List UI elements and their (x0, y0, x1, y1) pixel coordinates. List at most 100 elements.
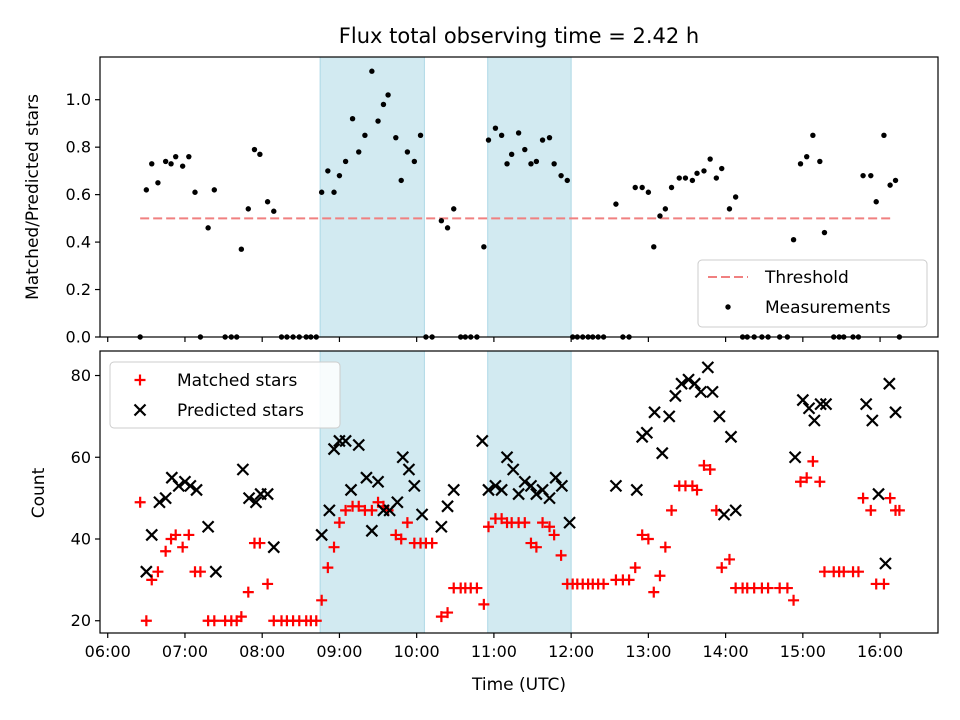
measurement-point (790, 237, 797, 243)
predicted-star-point (701, 361, 715, 374)
top-shaded-intervals (319, 56, 572, 338)
measurement-point (143, 187, 150, 193)
matched-star-point (328, 541, 340, 553)
top-y-tick-label: 1.0 (66, 90, 91, 109)
measurement-point (508, 151, 515, 157)
measurement-point (398, 177, 404, 184)
top-legend-box (697, 259, 928, 328)
bottom-x-tick-label: 12:00 (548, 642, 594, 661)
matched-star-point (659, 541, 671, 553)
predicted-star-point (713, 410, 726, 423)
matched-star-point (698, 459, 710, 471)
matched-star-point (548, 529, 560, 541)
matched-star-point (781, 582, 793, 594)
predicted-star-point (344, 483, 358, 497)
top-shade-band-1 (487, 56, 572, 338)
matched-star-point (807, 455, 819, 467)
predicted-star-point (489, 479, 502, 493)
matched-star-point (555, 549, 567, 561)
measurement-point (881, 132, 887, 139)
measurement-point (682, 175, 689, 181)
bottom-y-axis-label: Count (29, 467, 49, 518)
predicted-star-point (866, 414, 879, 427)
predicted-star-point (242, 491, 256, 505)
matched-star-point (857, 492, 869, 504)
predicted-star-point (249, 495, 263, 509)
predicted-star-point (261, 487, 274, 501)
measurement-point (804, 153, 810, 160)
predicted-star-point (391, 495, 404, 509)
predicted-star-point (435, 520, 448, 534)
legend-measurements-label: Measurements (765, 298, 891, 318)
measurement-point (342, 158, 349, 165)
predicted-star-point (447, 483, 461, 497)
measurement-point (245, 206, 251, 212)
matched-star-point (544, 521, 556, 533)
predicted-star-point (476, 434, 489, 448)
matched-star-point (170, 529, 182, 541)
predicted-star-point (889, 406, 902, 419)
predicted-star-point (543, 491, 556, 505)
matched-star-point (636, 529, 648, 541)
matched-star-point (395, 533, 407, 545)
top-y-tick-label: 0.2 (66, 280, 91, 299)
bottom-x-tick-label: 14:00 (703, 642, 749, 661)
measurement-point (375, 118, 381, 124)
bottom-panel: 20 40 60 80 06:00 07:00 08:00 09:00 10:00 11:00 12… (29, 350, 939, 695)
measurement-point (522, 146, 528, 153)
matched-star-point (788, 594, 800, 606)
predicted-star-point (236, 463, 250, 476)
matched-star-point (340, 504, 352, 516)
predicted-star-point (555, 479, 569, 493)
measurement-point (257, 151, 263, 157)
measurement-point (192, 189, 198, 195)
predicted-star-point (724, 430, 738, 444)
measurement-point (498, 132, 505, 139)
measurement-point (701, 168, 707, 174)
matched-star-point (623, 574, 635, 586)
measurement-point (868, 172, 874, 179)
matched-star-point (716, 562, 728, 574)
measurement-point (211, 187, 218, 193)
predicted-star-point (371, 475, 385, 489)
bottom-x-tick-label: 09:00 (316, 642, 362, 661)
bottom-x-tick-label: 10:00 (394, 642, 440, 661)
predicted-star-point (201, 520, 215, 534)
matched-star-point (310, 615, 322, 627)
matched-star-point (262, 578, 274, 590)
measurement-point (657, 213, 663, 219)
measurement-point (558, 172, 564, 179)
measurement-point (172, 153, 179, 160)
predicted-star-point (879, 557, 892, 570)
measurement-point (821, 229, 828, 236)
measurement-point (713, 175, 720, 181)
matched-star-point (183, 529, 195, 541)
matched-star-point (795, 476, 807, 488)
predicted-star-point (352, 438, 366, 452)
predicted-star-point (524, 479, 538, 493)
measurement-point (492, 125, 499, 131)
measurement-point (732, 194, 739, 200)
matched-star-point (762, 582, 774, 594)
predicted-star-point (796, 393, 810, 407)
matched-star-point (140, 615, 152, 627)
matched-star-point (366, 504, 378, 516)
measurement-point (336, 172, 343, 179)
measurement-point (860, 172, 866, 179)
matched-star-point (482, 521, 494, 533)
bottom-x-tick-label: 06:00 (85, 642, 131, 661)
predicted-star-point (859, 397, 873, 411)
legend-measurements-swatch (725, 304, 731, 310)
predicted-star-point (145, 528, 159, 542)
predicted-star-point (512, 487, 525, 501)
predicted-star-point (339, 434, 352, 448)
matched-star-point (865, 504, 877, 516)
matched-star-point (177, 541, 189, 553)
measurement-point (444, 225, 451, 231)
legend-matched-swatch (134, 374, 146, 386)
measurement-point (892, 177, 899, 184)
predicted-star-point (662, 410, 676, 423)
predicted-star-point (819, 397, 833, 411)
measurement-point (369, 68, 375, 74)
measurement-point (662, 206, 669, 212)
